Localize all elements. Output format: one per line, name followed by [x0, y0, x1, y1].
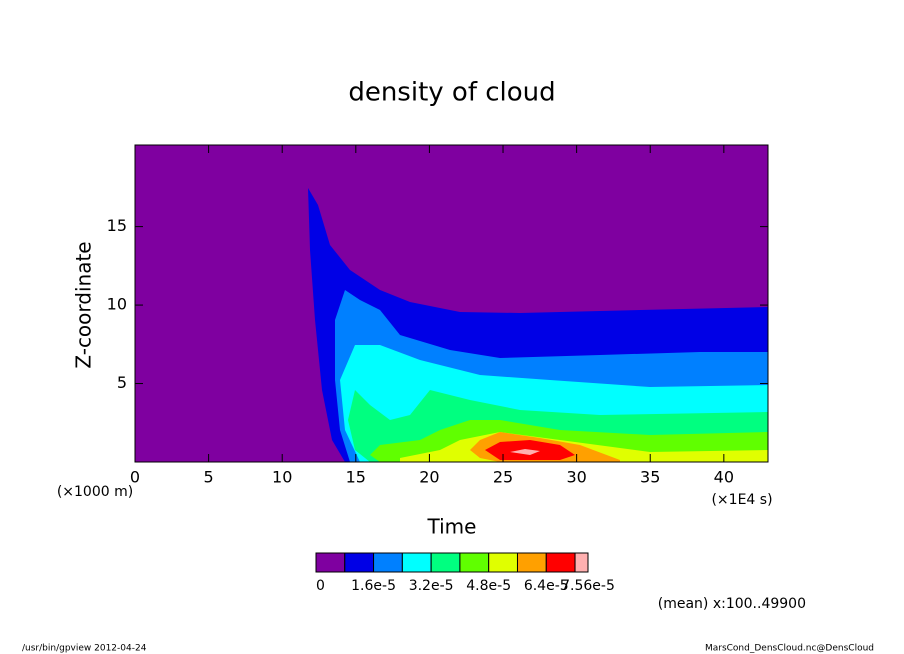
- colorbar-box: [516, 552, 547, 573]
- chart-title: density of cloud: [348, 78, 555, 108]
- colorbar-box: [315, 552, 346, 573]
- x-tick-label: 25: [493, 468, 513, 487]
- colorbar-tick-label: 7.56e-5: [561, 578, 615, 594]
- colorbar-box: [430, 552, 461, 573]
- x-tick-label: 5: [204, 468, 214, 487]
- x-tick-label: 40: [714, 468, 734, 487]
- annotation: (mean) x:100..49900: [658, 596, 806, 612]
- plot-area: [134, 144, 769, 463]
- colorbar-box: [401, 552, 432, 573]
- y-tick-label: 5: [117, 373, 127, 392]
- x-tick-label: 20: [419, 468, 439, 487]
- colorbar-box: [574, 552, 589, 573]
- footer-left: /usr/bin/gpview 2012-04-24: [22, 644, 147, 654]
- colorbar-box: [459, 552, 490, 573]
- colorbar-box: [545, 552, 576, 573]
- colorbar-tick-label: 0: [316, 578, 325, 594]
- x-tick-label: 30: [566, 468, 586, 487]
- footer-right: MarsCond_DensCloud.nc@DensCloud: [705, 644, 874, 654]
- colorbar-box: [373, 552, 403, 573]
- x-tick-label: 0: [130, 468, 140, 487]
- x-tick-label: 35: [640, 468, 660, 487]
- colorbar-tick-label: 3.2e-5: [409, 578, 454, 594]
- y-tick-label: 10: [107, 295, 127, 314]
- colorbar-tick-label: 1.6e-5: [351, 578, 396, 594]
- colorbar-box: [344, 552, 375, 573]
- colorbar-tick-label: 4.8e-5: [466, 578, 511, 594]
- y-tick-label: 15: [107, 216, 127, 235]
- plot-frame: [134, 144, 769, 463]
- colorbar-box: [488, 552, 518, 573]
- x-tick-label: 10: [272, 468, 292, 487]
- contour-region: [510, 449, 540, 455]
- y-axis-label: Z-coordinate: [72, 241, 96, 368]
- colorbar-tick-label: 6.4e-5: [524, 578, 569, 594]
- x-axis-label: Time: [427, 515, 477, 539]
- x-unit-label: (×1E4 s): [711, 492, 772, 508]
- x-tick-label: 15: [346, 468, 366, 487]
- y-unit-label: (×1000 m): [57, 484, 133, 500]
